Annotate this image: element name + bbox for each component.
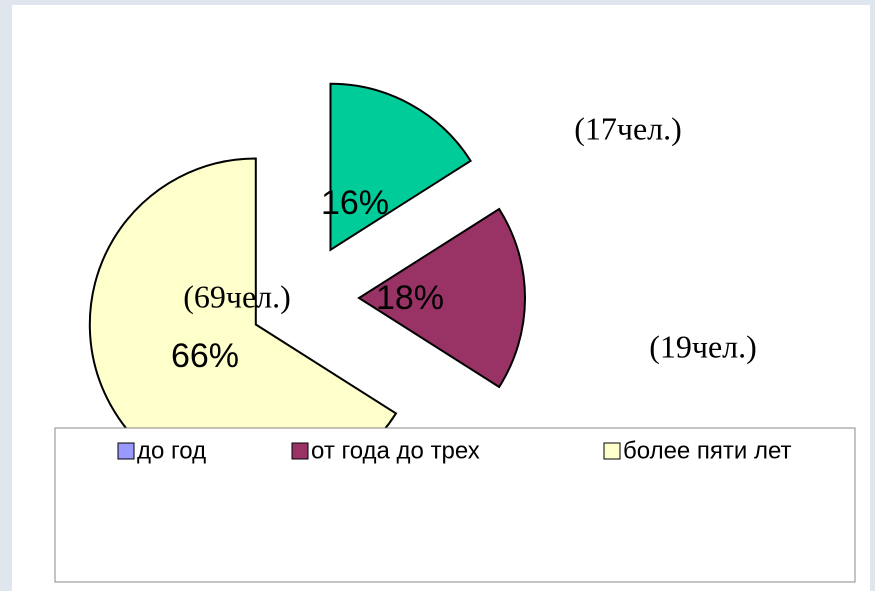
annotation: (17чел.): [574, 110, 682, 146]
legend-box: [54, 427, 856, 583]
legend-swatch: [291, 442, 309, 460]
pie: [88, 82, 526, 492]
legend-label: от года до трех: [311, 437, 480, 464]
pie-slice: [357, 207, 526, 389]
legend-swatch: [603, 442, 621, 460]
data-label: 16%: [321, 184, 389, 222]
labels: 16% 18% 66% (17чел.) (19чел.) (69чел.) до год о…: [117, 110, 792, 464]
data-label: 66%: [171, 337, 239, 375]
data-label: 18%: [376, 279, 444, 317]
legend-label: до год: [137, 437, 206, 464]
legend-label: более пяти лет: [623, 437, 792, 464]
annotation: (19чел.): [649, 328, 757, 364]
annotation: (69чел.): [183, 278, 291, 314]
legend-swatch: [117, 442, 135, 460]
pie-slice: [329, 82, 473, 252]
